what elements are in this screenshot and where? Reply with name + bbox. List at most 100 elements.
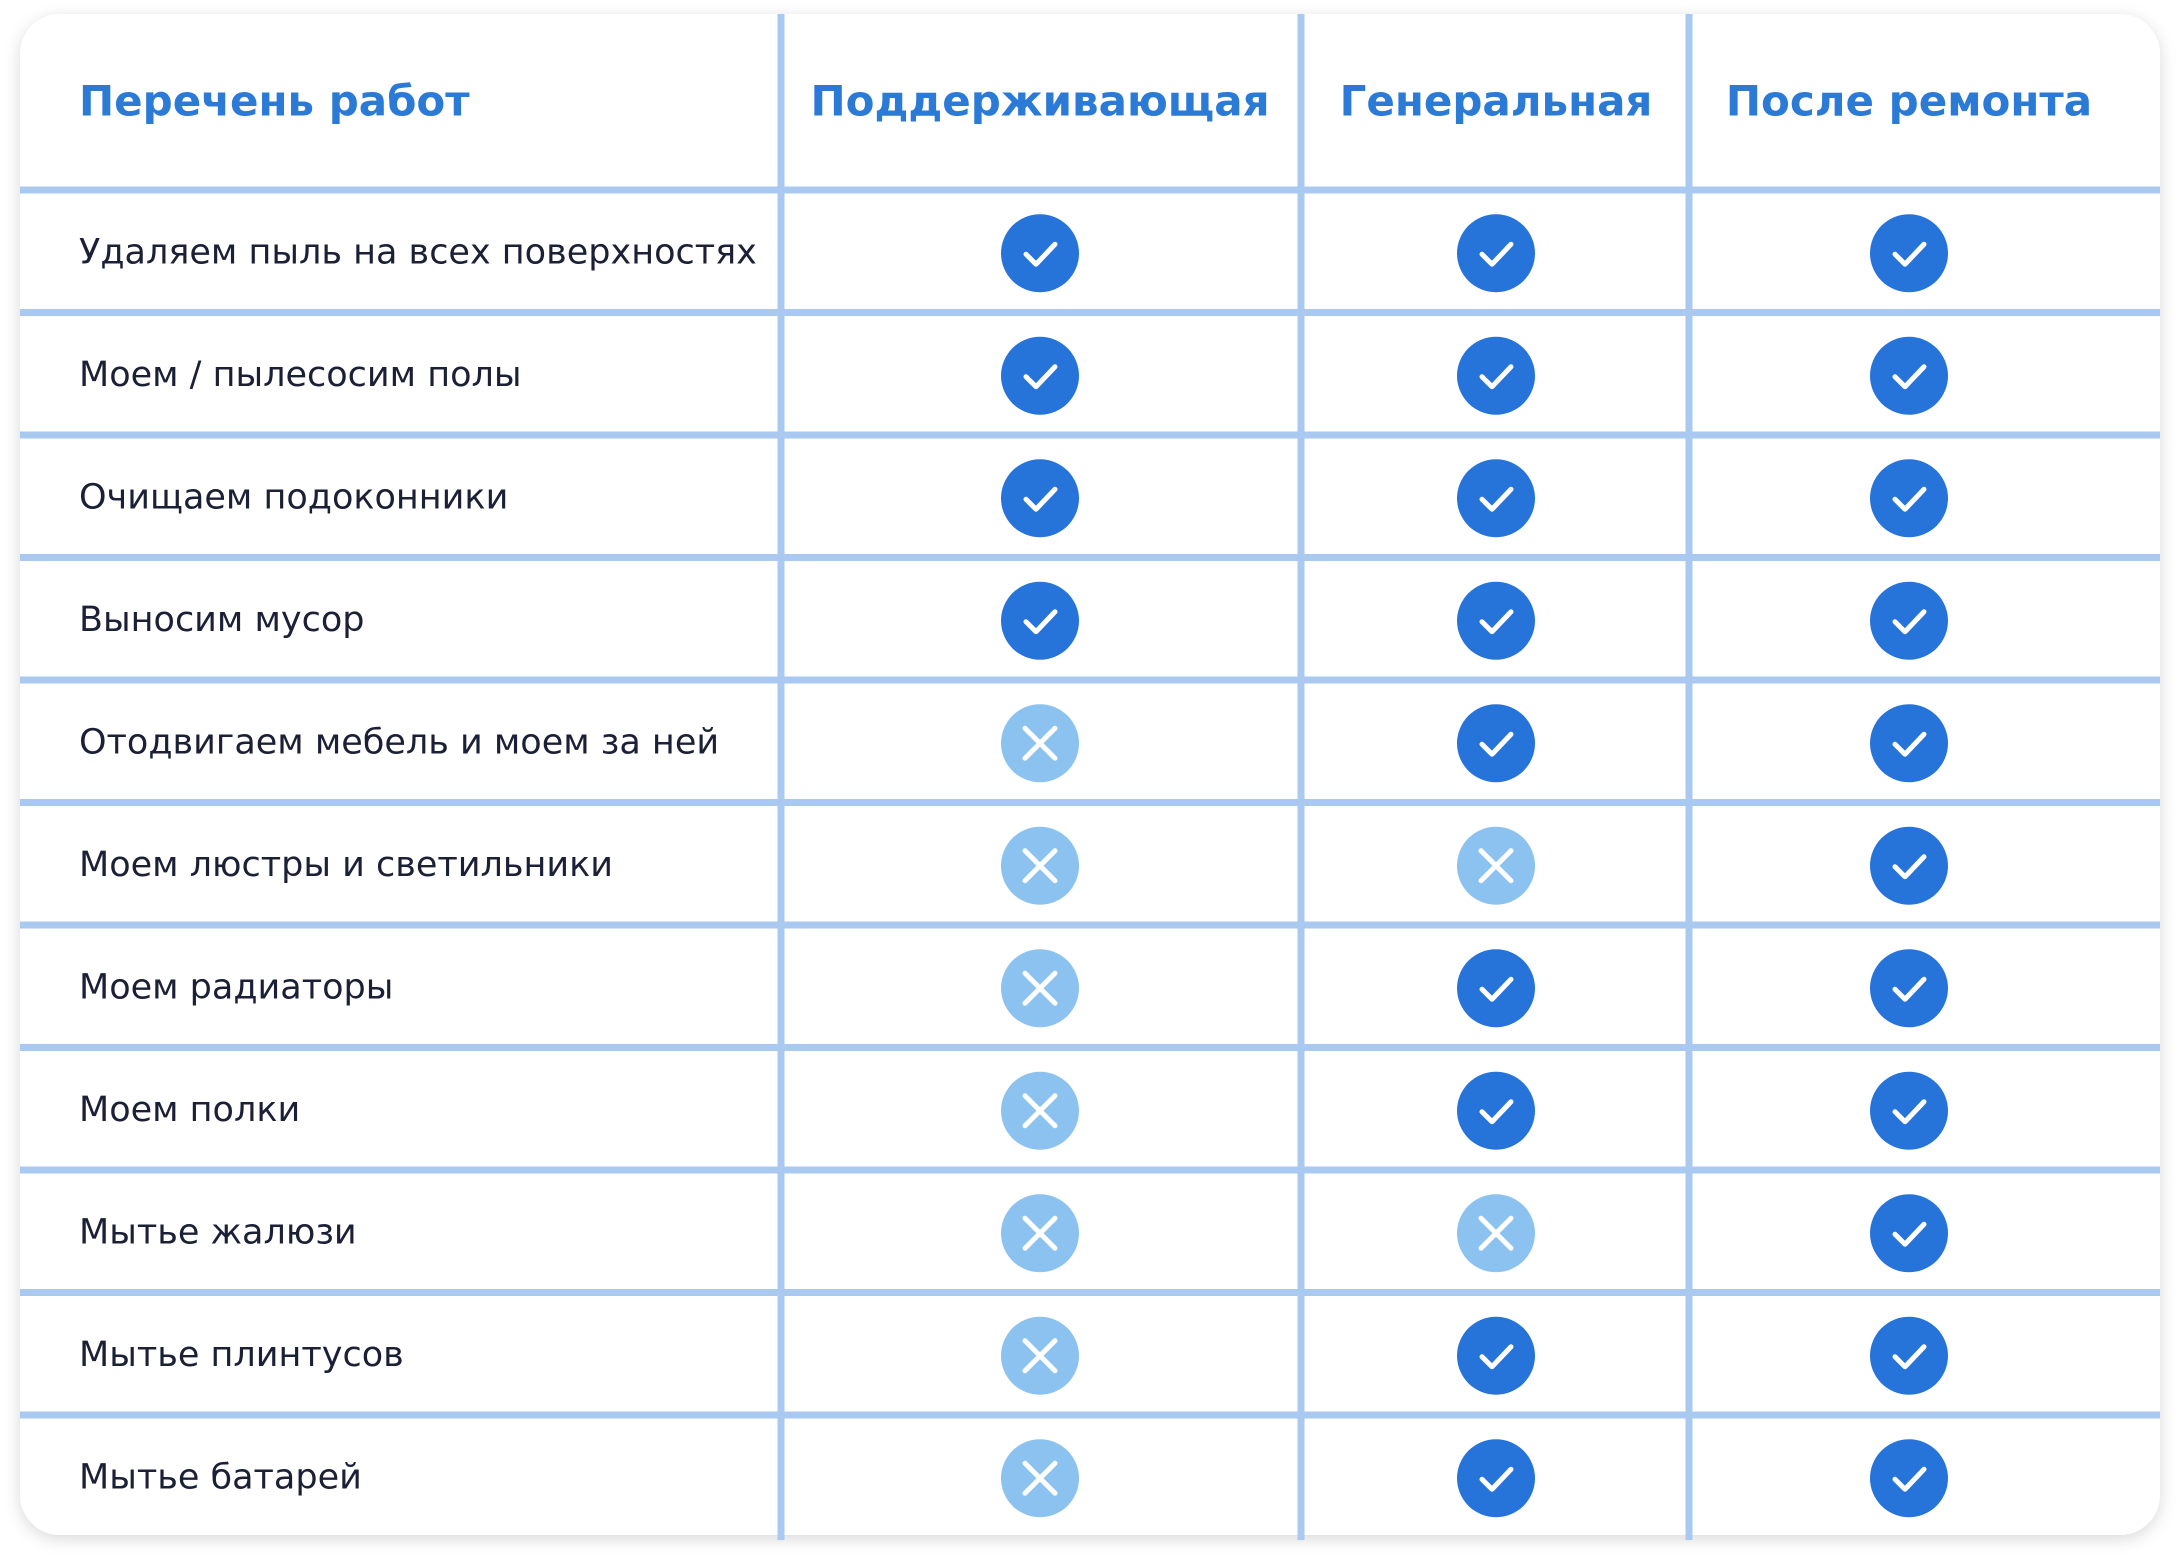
icon-circle	[1001, 459, 1079, 538]
icon-circle	[1870, 336, 1948, 415]
row-label: Удаляем пыль на всех поверхностях	[79, 232, 757, 272]
icon-circle	[1001, 336, 1079, 415]
cross-mark	[1478, 1215, 1514, 1251]
check-mark	[1479, 241, 1514, 267]
check-icon	[1870, 581, 1948, 660]
check-icon	[1001, 581, 1079, 660]
card	[20, 14, 2160, 1535]
check-icon	[1870, 826, 1948, 905]
cross-icon	[1001, 826, 1079, 905]
check-icon	[1457, 581, 1535, 660]
check-mark	[1892, 241, 1927, 267]
icon-circle	[1870, 459, 1948, 538]
icon-circle	[1457, 214, 1535, 293]
check-mark	[1479, 486, 1514, 512]
check-mark	[1892, 976, 1927, 1002]
check-icon	[1870, 336, 1948, 415]
row-label: Выносим мусор	[79, 600, 364, 640]
check-mark	[1892, 731, 1927, 757]
icon-circle	[1870, 1316, 1948, 1395]
check-mark	[1892, 854, 1927, 880]
check-icon	[1001, 336, 1079, 415]
cross-icon	[1001, 1439, 1079, 1518]
column-header: После ремонта	[1726, 77, 2092, 126]
check-mark	[1892, 1099, 1927, 1125]
row-label: Очищаем подоконники	[79, 477, 508, 517]
icon-circle	[1870, 704, 1948, 783]
icon-circle	[1457, 949, 1535, 1028]
check-mark	[1892, 1344, 1927, 1370]
check-mark	[1479, 364, 1514, 390]
icon-circle	[1870, 1071, 1948, 1150]
check-mark	[1023, 486, 1058, 512]
check-icon	[1870, 214, 1948, 293]
check-icon	[1870, 1071, 1948, 1150]
icon-circle	[1457, 1439, 1535, 1518]
check-mark	[1892, 609, 1927, 635]
cross-icon	[1001, 1316, 1079, 1395]
check-mark	[1892, 486, 1927, 512]
check-mark	[1479, 609, 1514, 635]
icon-circle	[1457, 336, 1535, 415]
row-label: Моем радиаторы	[79, 967, 393, 1007]
row-label: Мытье жалюзи	[79, 1212, 357, 1252]
check-icon	[1870, 704, 1948, 783]
row-label: Мытье батарей	[79, 1457, 362, 1497]
check-icon	[1457, 214, 1535, 293]
check-icon	[1001, 459, 1079, 538]
icon-circle	[1001, 581, 1079, 660]
icon-circle	[1870, 949, 1948, 1028]
check-mark	[1479, 1099, 1514, 1125]
check-icon	[1457, 1316, 1535, 1395]
cross-mark	[1022, 1338, 1058, 1374]
check-mark	[1479, 1466, 1514, 1492]
check-mark	[1479, 731, 1514, 757]
cross-mark	[1022, 1215, 1058, 1251]
icon-circle	[1001, 214, 1079, 293]
check-mark	[1892, 1221, 1927, 1247]
check-icon	[1457, 336, 1535, 415]
icon-circle	[1457, 581, 1535, 660]
check-icon	[1457, 704, 1535, 783]
cross-icon	[1457, 1194, 1535, 1273]
cross-mark	[1478, 848, 1514, 884]
cross-mark	[1022, 725, 1058, 761]
icon-circle	[1870, 1439, 1948, 1518]
check-icon	[1457, 949, 1535, 1028]
check-icon	[1870, 1316, 1948, 1395]
check-mark	[1892, 364, 1927, 390]
check-mark	[1023, 241, 1058, 267]
check-icon	[1457, 1071, 1535, 1150]
cross-icon	[1001, 949, 1079, 1028]
icon-circle	[1870, 581, 1948, 660]
icon-circle	[1457, 1071, 1535, 1150]
icon-circle	[1870, 1194, 1948, 1273]
check-mark	[1023, 364, 1058, 390]
column-header: Генеральная	[1340, 77, 1653, 126]
row-label: Моем / пылесосим полы	[79, 355, 522, 395]
check-icon	[1457, 459, 1535, 538]
row-label: Моем полки	[79, 1090, 300, 1130]
icon-circle	[1870, 826, 1948, 905]
check-mark	[1479, 1344, 1514, 1370]
check-mark	[1479, 976, 1514, 1002]
check-icon	[1457, 1439, 1535, 1518]
cross-icon	[1001, 1194, 1079, 1273]
check-icon	[1870, 1439, 1948, 1518]
icon-circle	[1457, 1316, 1535, 1395]
cross-icon	[1001, 704, 1079, 783]
check-icon	[1870, 459, 1948, 538]
check-icon	[1001, 214, 1079, 293]
icon-circle	[1457, 704, 1535, 783]
row-label: Отодвигаем мебель и моем за ней	[79, 722, 719, 762]
cross-mark	[1022, 1093, 1058, 1129]
row-label: Моем люстры и светильники	[79, 845, 613, 885]
check-icon	[1870, 1194, 1948, 1273]
column-header: Перечень работ	[79, 77, 470, 126]
icon-circle	[1457, 459, 1535, 538]
row-label: Мытье плинтусов	[79, 1335, 404, 1375]
check-icon	[1870, 949, 1948, 1028]
cross-mark	[1022, 848, 1058, 884]
cross-mark	[1022, 1460, 1058, 1496]
